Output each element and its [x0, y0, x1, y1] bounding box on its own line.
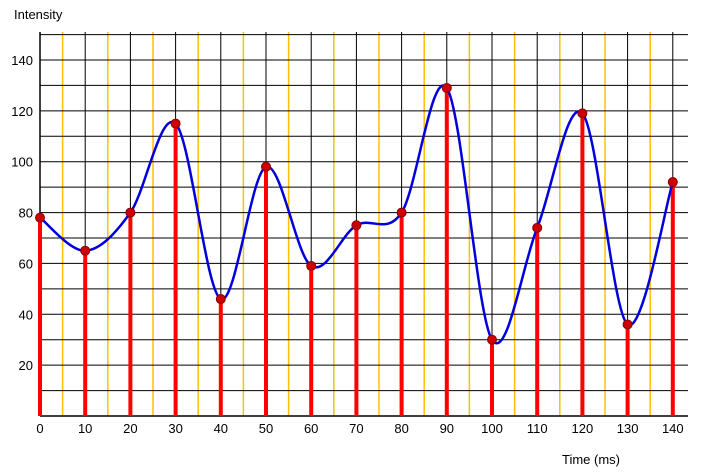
y-tick-label: 20 — [19, 358, 33, 373]
y-tick-label: 60 — [19, 256, 33, 271]
x-tick-label: 10 — [78, 421, 92, 436]
y-tick-label: 100 — [11, 155, 33, 170]
data-point — [35, 212, 45, 223]
tick-labels: 0 10 20 30 40 50 60 70 80 90 100 110 120 130 140 20 40 60… — [11, 53, 683, 436]
y-axis-label: Intensity — [14, 7, 63, 22]
y-tick-label: 140 — [11, 53, 33, 68]
x-tick-label: 20 — [123, 421, 137, 436]
y-tick-label: 80 — [19, 206, 33, 221]
data-point — [80, 245, 91, 256]
data-point — [487, 334, 497, 345]
x-tick-label: 70 — [349, 421, 363, 436]
x-tick-label: 90 — [440, 421, 454, 436]
x-tick-label: 40 — [214, 421, 228, 436]
x-tick-label: 110 — [527, 421, 548, 436]
data-point — [261, 161, 271, 172]
x-tick-label: 60 — [304, 421, 318, 436]
data-point — [125, 207, 136, 218]
x-tick-label: 80 — [394, 421, 408, 436]
x-tick-label: 120 — [572, 421, 594, 436]
data-point — [532, 222, 543, 233]
x-tick-label: 0 — [36, 421, 43, 436]
data-point — [351, 220, 362, 231]
y-tick-label: 40 — [19, 307, 33, 322]
x-tick-label: 100 — [481, 421, 503, 436]
data-point — [396, 207, 407, 218]
data-point — [306, 260, 317, 271]
x-tick-label: 130 — [617, 421, 639, 436]
data-point — [215, 294, 226, 305]
stems — [38, 87, 675, 416]
data-point — [667, 177, 678, 188]
markers — [35, 82, 678, 345]
x-axis-label: Time (ms) — [562, 452, 620, 467]
y-tick-label: 120 — [11, 104, 33, 119]
data-point — [441, 82, 452, 93]
x-tick-label: 140 — [662, 421, 684, 436]
x-tick-label: 30 — [168, 421, 182, 436]
data-point — [170, 118, 181, 129]
x-tick-label: 50 — [259, 421, 273, 436]
data-point — [577, 108, 588, 119]
data-point — [622, 319, 633, 330]
